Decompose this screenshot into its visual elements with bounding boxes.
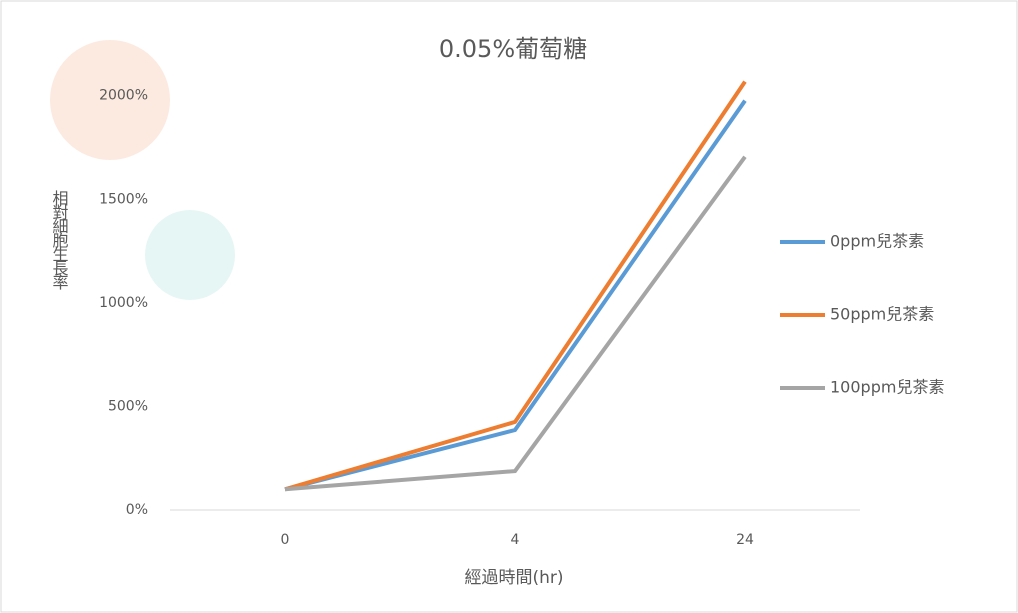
series-line [284, 80, 747, 492]
watermark [50, 40, 170, 160]
y-tick-label: 500% [108, 398, 148, 414]
chart-title: 0.05%葡萄糖 [439, 35, 587, 63]
y-tick-label: 2000% [99, 88, 148, 104]
x-tick-label: 4 [511, 532, 520, 548]
watermark [145, 210, 235, 300]
legend-label: 50ppm兒茶素 [830, 305, 934, 324]
y-tick-label: 1000% [99, 295, 148, 311]
x-tick-label: 0 [281, 532, 290, 548]
y-axis-label: 相對細胞生長率 [50, 190, 69, 290]
x-axis-label: 經過時間(hr) [464, 568, 563, 588]
series-line [284, 155, 747, 492]
legend-label: 100ppm兒茶素 [830, 378, 944, 397]
legend-label: 0ppm兒茶素 [830, 232, 924, 251]
y-tick-label: 0% [126, 502, 148, 518]
y-tick-label: 1500% [99, 191, 148, 207]
series-line [284, 99, 747, 492]
x-tick-label: 24 [736, 532, 754, 548]
